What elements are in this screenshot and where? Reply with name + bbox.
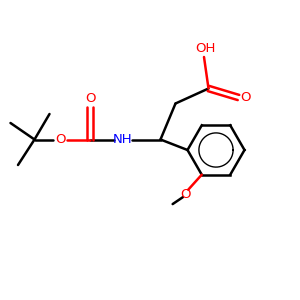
Text: OH: OH <box>195 42 216 55</box>
Text: O: O <box>240 91 250 104</box>
Text: O: O <box>180 188 190 201</box>
Text: O: O <box>85 92 95 106</box>
Text: O: O <box>55 133 65 146</box>
Text: NH: NH <box>113 133 133 146</box>
